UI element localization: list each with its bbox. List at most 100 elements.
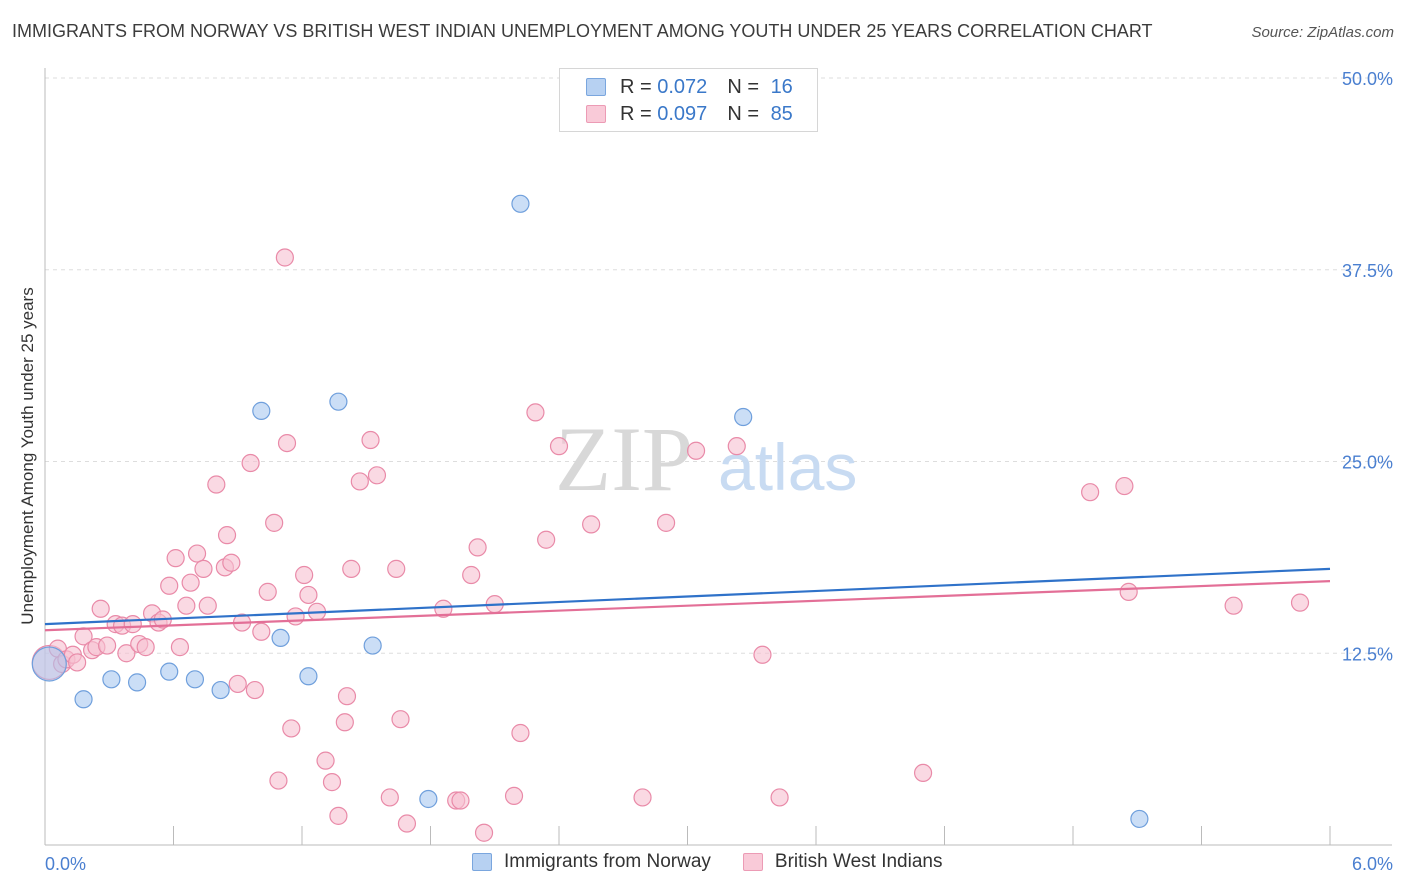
data-point-bwi <box>252 622 271 641</box>
data-point-bwi <box>361 430 380 450</box>
data-point-bwi <box>913 763 933 783</box>
data-point-bwi <box>511 723 530 743</box>
data-point-norway <box>74 690 93 709</box>
data-point-bwi <box>187 544 207 563</box>
legend-r-value: 0.072 <box>657 75 708 98</box>
data-point-bwi <box>117 644 136 663</box>
data-point-norway <box>511 194 530 213</box>
data-point-bwi <box>275 248 294 267</box>
data-point-bwi <box>177 596 196 615</box>
legend-n-label: N = <box>727 75 759 98</box>
correlation-legend: R = 0.072 N = 16 R = 0.097 N = 85 <box>559 68 818 132</box>
data-point-bwi <box>295 565 314 585</box>
data-point-bwi <box>222 553 241 572</box>
x-tick-label: 0.0% <box>45 854 86 874</box>
data-point-norway <box>363 636 382 655</box>
legend-r-value: 0.097 <box>657 102 708 125</box>
data-point-bwi <box>286 607 305 626</box>
data-point-bwi <box>277 433 297 453</box>
legend-n-value: 85 <box>770 102 793 125</box>
data-point-bwi <box>474 823 494 842</box>
data-point-bwi <box>258 582 277 601</box>
data-point-bwi <box>207 475 226 494</box>
data-point-bwi <box>537 530 556 549</box>
data-point-bwi <box>265 513 284 532</box>
data-point-norway <box>734 407 753 427</box>
data-point-bwi <box>245 680 264 700</box>
data-point-bwi <box>282 719 301 738</box>
data-point-norway <box>185 670 205 689</box>
source-label[interactable]: Source: ZipAtlas.com <box>1251 24 1394 41</box>
data-point-norway <box>299 667 318 686</box>
y-tick-label: 25.0% <box>1342 453 1393 473</box>
data-point-bwi <box>434 599 453 618</box>
data-point-bwi <box>391 710 410 729</box>
data-point-bwi <box>337 687 357 706</box>
data-point-bwi <box>181 573 200 592</box>
data-point-norway <box>31 646 67 682</box>
y-tick-label: 50.0% <box>1342 69 1393 89</box>
series-british-west-indians <box>31 248 1310 842</box>
data-point-bwi <box>549 437 569 456</box>
legend-r-label: R = <box>620 102 652 125</box>
data-point-bwi <box>770 788 789 807</box>
data-point-bwi <box>322 773 342 792</box>
data-point-bwi <box>269 771 288 790</box>
data-point-bwi <box>582 515 601 534</box>
legend-item-norway[interactable]: Immigrants from Norway <box>472 851 711 873</box>
grid-layer <box>45 77 1392 654</box>
data-point-bwi <box>68 653 87 672</box>
data-point-bwi <box>387 559 406 578</box>
data-point-norway <box>127 673 147 692</box>
legend-label-bwi: British West Indians <box>774 851 943 872</box>
series-legend: Immigrants from Norway British West Indi… <box>472 851 974 873</box>
data-point-bwi <box>656 513 676 532</box>
data-point-bwi <box>1081 483 1100 502</box>
data-point-norway <box>329 392 348 411</box>
legend-swatch-bwi <box>742 853 763 871</box>
data-point-bwi <box>451 791 470 810</box>
legend-swatch-norway <box>586 78 606 96</box>
data-point-bwi <box>686 441 706 460</box>
data-point-bwi <box>170 638 190 657</box>
data-point-bwi <box>241 453 260 473</box>
data-point-bwi <box>91 599 110 618</box>
data-point-bwi <box>228 674 247 694</box>
legend-row-norway: R = 0.072 N = 16 <box>586 75 793 99</box>
data-point-bwi <box>462 565 481 585</box>
data-point-bwi <box>727 437 746 456</box>
data-point-bwi <box>753 645 772 664</box>
y-axis-label: Unemployment Among Youth under 25 years <box>18 287 37 625</box>
data-point-bwi <box>633 788 652 807</box>
data-point-bwi <box>299 585 318 605</box>
data-point-norway <box>160 662 179 681</box>
data-point-bwi <box>166 549 185 568</box>
data-point-bwi <box>136 638 155 657</box>
data-point-bwi <box>335 713 354 732</box>
data-point-norway <box>252 401 271 420</box>
x-tick-label: 6.0% <box>1352 854 1393 874</box>
data-point-bwi <box>380 788 399 807</box>
data-point-bwi <box>316 751 335 770</box>
trend-line-norway <box>44 567 1331 626</box>
data-point-bwi <box>1224 596 1243 615</box>
legend-item-bwi[interactable]: British West Indians <box>742 851 943 873</box>
data-point-bwi <box>217 526 237 545</box>
trend-lines <box>44 567 1331 632</box>
axis-layer <box>44 68 1392 846</box>
data-point-bwi <box>123 615 142 634</box>
data-point-bwi <box>350 472 369 491</box>
y-tick-label: 37.5% <box>1342 261 1393 281</box>
tick-labels: 12.5% 25.0% 37.5% 50.0% 0.0% 6.0% <box>45 69 1393 874</box>
data-point-bwi <box>367 466 387 485</box>
y-tick-label: 12.5% <box>1342 644 1393 664</box>
legend-swatch-bwi <box>586 105 606 123</box>
data-point-bwi <box>160 576 179 595</box>
data-point-norway <box>102 670 121 689</box>
watermark-zip: ZIP <box>555 408 693 510</box>
series-immigrants-from-norway <box>31 194 1149 829</box>
legend-label-norway: Immigrants from Norway <box>504 851 711 872</box>
chart-title: IMMIGRANTS FROM NORWAY VS BRITISH WEST I… <box>12 21 1153 41</box>
data-point-norway <box>1130 809 1149 829</box>
